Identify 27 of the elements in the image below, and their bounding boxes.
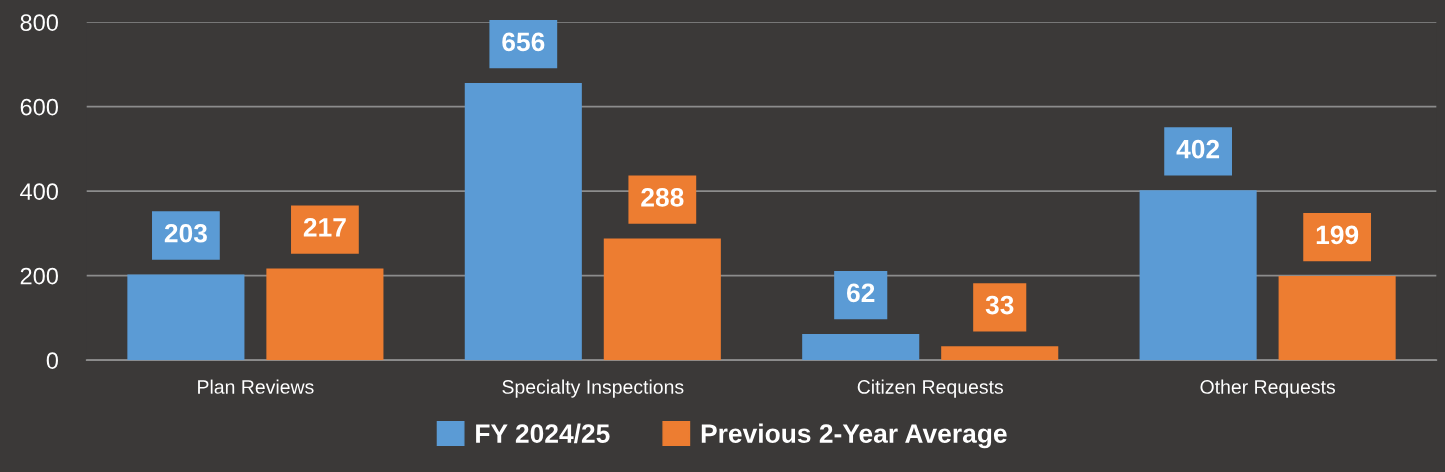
y-tick-label: 800	[20, 14, 58, 31]
y-tick-label: 200	[20, 267, 58, 285]
bar	[603, 238, 721, 361]
bar	[127, 274, 245, 361]
data-label: 199	[1316, 225, 1359, 245]
data-label: 33	[985, 295, 1014, 315]
bar	[266, 268, 384, 361]
data-label: 203	[164, 223, 207, 243]
bar	[464, 83, 582, 361]
data-label: 62	[847, 283, 875, 303]
legend-label: FY 2024/25	[476, 423, 610, 444]
bar	[1278, 276, 1396, 361]
y-tick-label: 600	[20, 98, 58, 116]
legend-label: Previous 2-Year Average	[701, 423, 1007, 449]
data-label: 402	[1176, 139, 1220, 159]
x-tick-label: Specialty Inspections	[502, 379, 684, 398]
bar	[1139, 190, 1257, 361]
y-tick-label: 0	[46, 352, 58, 369]
x-tick-label: Plan Reviews	[198, 379, 314, 394]
data-label: 656	[502, 32, 545, 52]
bar	[941, 346, 1059, 361]
bar	[802, 333, 920, 361]
x-tick-label: Citizen Requests	[857, 379, 1004, 398]
x-tick-label: Other Requests	[1200, 379, 1336, 398]
y-tick-label: 400	[20, 183, 58, 200]
data-label: 288	[641, 187, 684, 207]
data-label: 217	[303, 217, 346, 237]
